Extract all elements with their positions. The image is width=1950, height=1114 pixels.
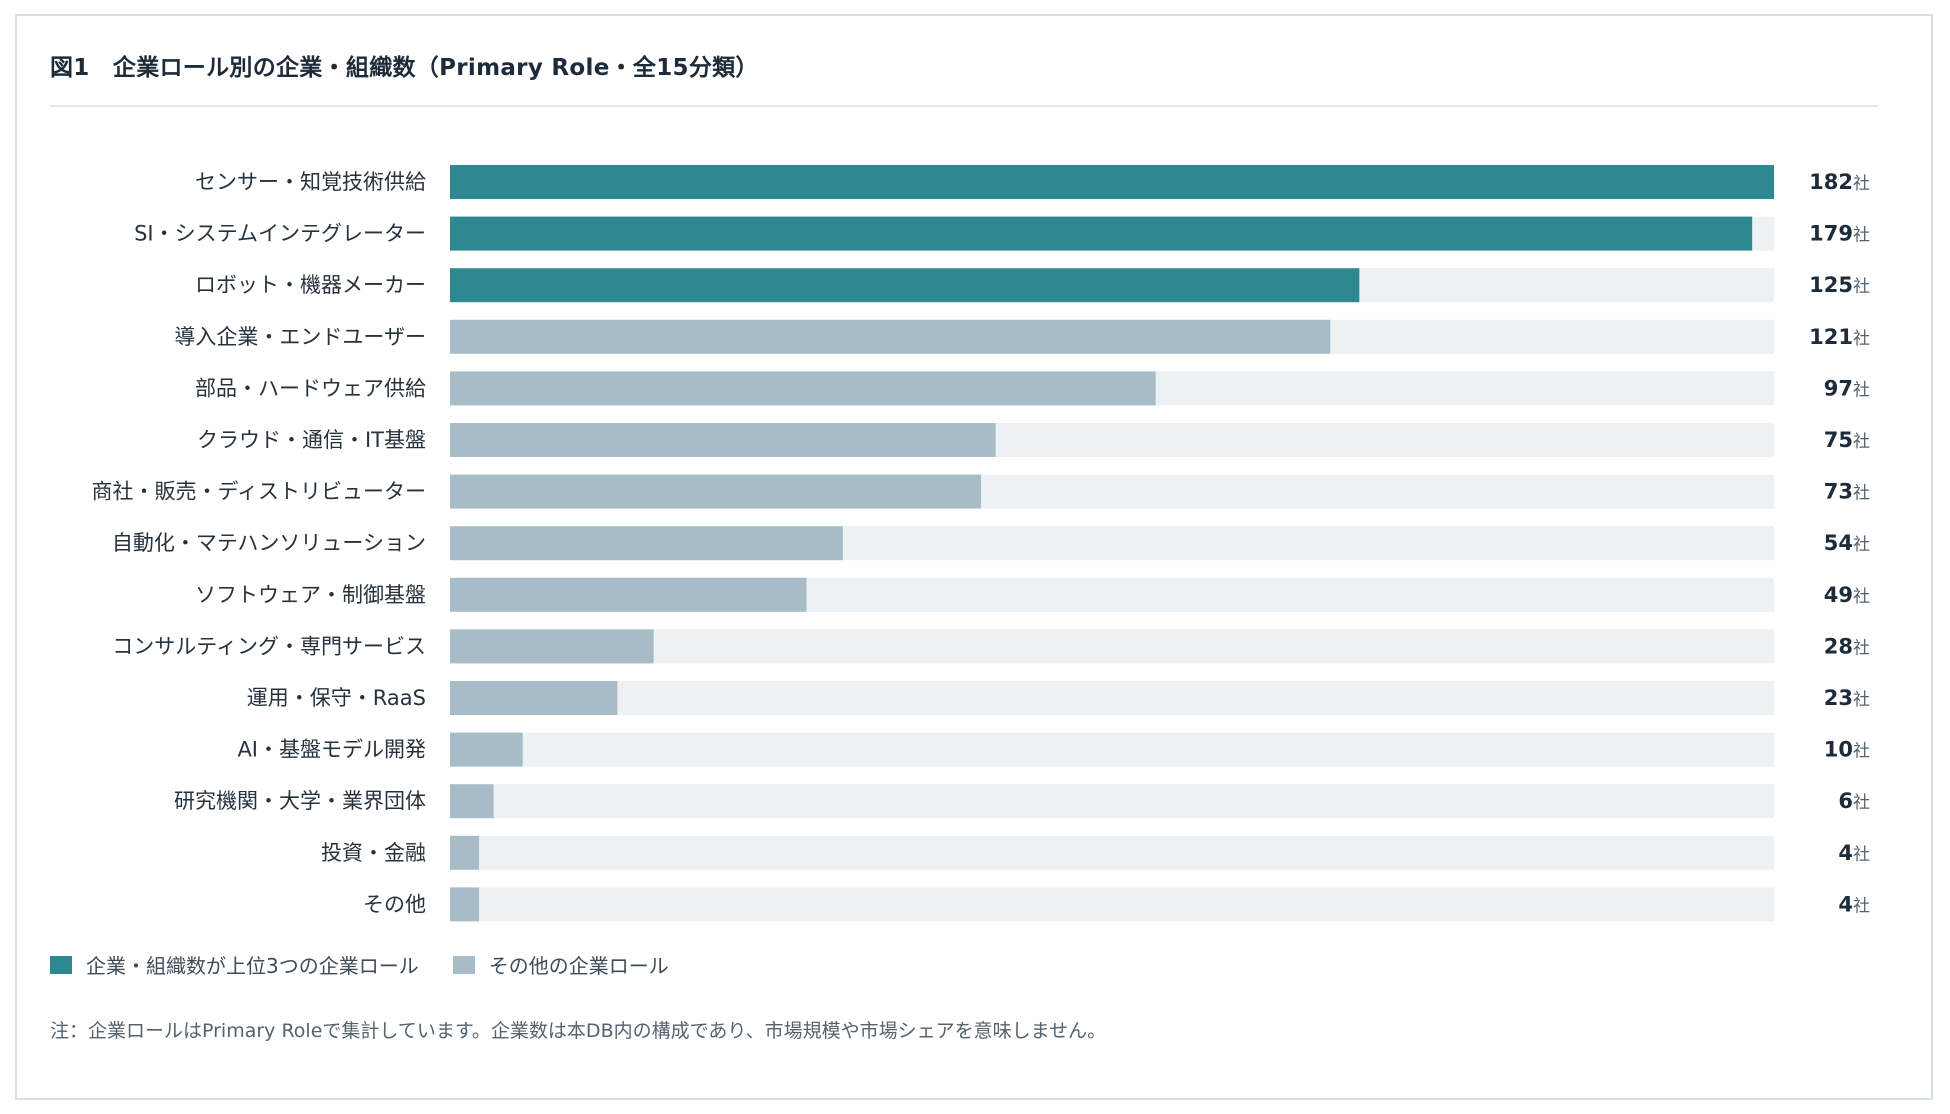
value-label: 6社: [1838, 789, 1870, 813]
legend-item-top3: 企業・組織数が上位3つの企業ロール: [50, 950, 419, 979]
footnote: 注：企業ロールはPrimary Roleで集計しています。企業数は本DB内の構成…: [50, 1020, 1107, 1042]
category-label: 自動化・マテハンソリューション: [112, 531, 426, 555]
bar: [450, 577, 807, 612]
bar: [450, 371, 1156, 406]
category-label: AI・基盤モデル開発: [237, 738, 426, 762]
category-label: コンサルティング・専門サービス: [112, 634, 426, 658]
bar-track: [450, 732, 1774, 767]
category-label: ロボット・機器メーカー: [195, 273, 426, 297]
bar-track: [450, 629, 1774, 664]
bar: [450, 423, 996, 457]
bar: [450, 681, 618, 715]
bar-track: [450, 887, 1774, 922]
bar-track: [450, 681, 1774, 715]
title-divider: [50, 105, 1878, 107]
value-label: 121社: [1809, 325, 1870, 349]
value-label: 54社: [1824, 531, 1870, 555]
bar: [450, 732, 523, 767]
bar: [450, 165, 1774, 199]
legend-label-other: その他の企業ロール: [488, 954, 669, 978]
category-label: センサー・知覚技術供給: [195, 170, 426, 194]
value-label: 73社: [1824, 480, 1870, 504]
legend-swatch-other: [452, 955, 475, 974]
category-label: ソフトウェア・制御基盤: [195, 583, 426, 607]
value-label: 10社: [1824, 738, 1870, 762]
category-label: その他: [363, 892, 426, 916]
category-label: クラウド・通信・IT基盤: [197, 428, 426, 452]
bar: [450, 268, 1360, 303]
category-label: 導入企業・エンドユーザー: [174, 325, 426, 349]
value-label: 49社: [1824, 583, 1870, 607]
value-label: 179社: [1809, 222, 1870, 246]
bar-chart: センサー・知覚技術供給 182社 SI・システムインテグレーター 179社ロボット・機…: [91, 165, 1870, 922]
bar: [450, 629, 654, 664]
value-label: 4社: [1838, 841, 1870, 865]
bar: [450, 474, 982, 509]
category-label: 運用・保守・RaaS: [247, 686, 426, 710]
bar: [450, 526, 843, 561]
category-label: 投資・金融: [321, 841, 426, 865]
category-label: SI・システムインテグレーター: [134, 222, 426, 246]
value-label: 97社: [1824, 376, 1870, 400]
value-label: 28社: [1824, 634, 1870, 658]
bar: [450, 835, 480, 870]
category-label: 部品・ハードウェア供給: [195, 376, 426, 400]
legend-swatch-top3: [50, 955, 72, 974]
bar-track: [450, 835, 1774, 870]
value-label: 4社: [1838, 892, 1870, 916]
value-label: 23社: [1824, 686, 1870, 710]
value-label: 125社: [1809, 273, 1870, 297]
value-label: 182社: [1809, 170, 1870, 194]
legend: 企業・組織数が上位3つの企業ロール その他の企業ロール: [50, 950, 703, 979]
bar: [450, 216, 1753, 251]
bar: [450, 319, 1331, 354]
category-label: 研究機関・大学・業界団体: [174, 789, 426, 813]
legend-item-other: その他の企業ロール: [452, 950, 669, 979]
chart-title: 図1 企業ロール別の企業・組織数（Primary Role・全15分類）: [50, 55, 759, 81]
bar: [450, 784, 494, 819]
value-label: 75社: [1824, 428, 1870, 452]
category-label: 商社・販売・ディストリビューター: [91, 480, 426, 504]
bar-track: [450, 784, 1774, 819]
legend-label-top3: 企業・組織数が上位3つの企業ロール: [86, 954, 419, 978]
bar: [450, 887, 480, 922]
